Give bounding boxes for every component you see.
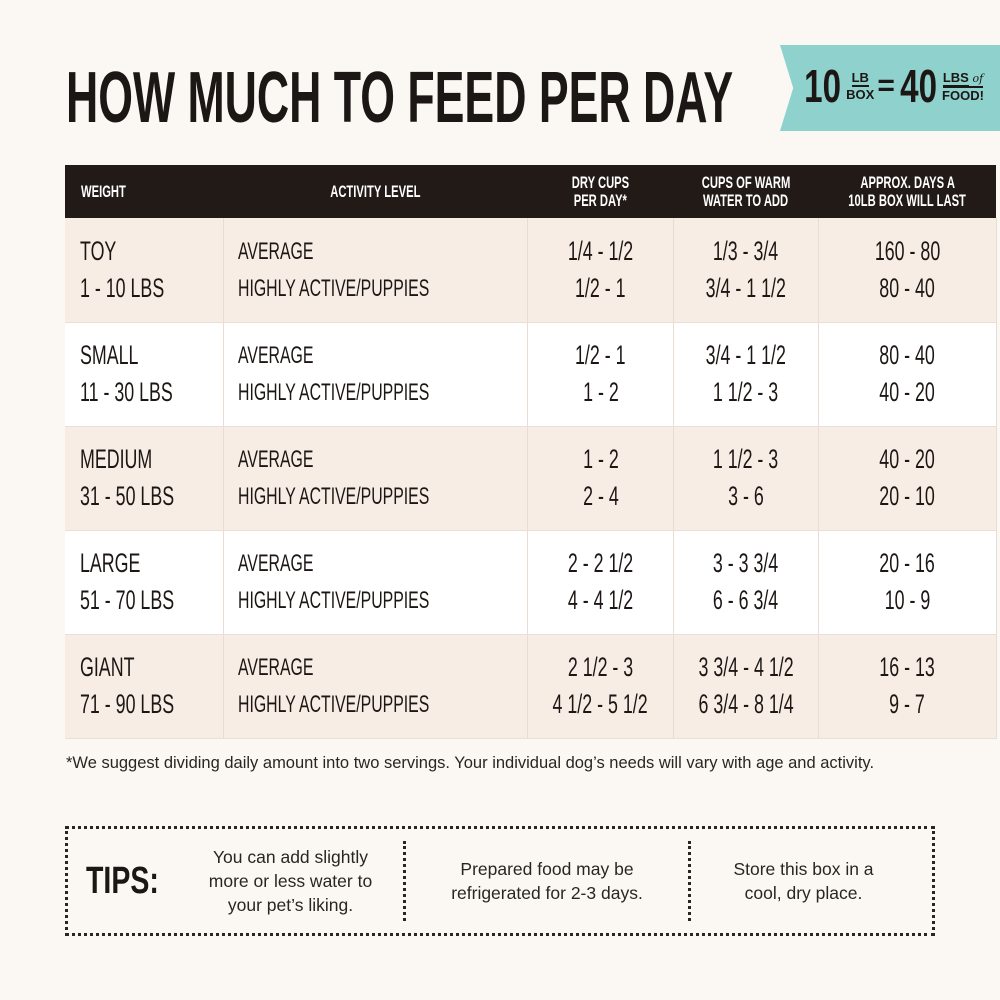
days-cell: 40 - 20 20 - 10 (818, 426, 997, 531)
weight-cell: TOY 1 - 10 LBS (65, 218, 224, 323)
days-cell: 20 - 16 10 - 9 (818, 530, 997, 635)
footnote: *We suggest dividing daily amount into t… (66, 754, 875, 772)
tip-item: Prepared food may be refrigerated for 2-… (451, 859, 643, 903)
tips-label: TIPS: (86, 859, 159, 902)
days-cell: 160 - 80 80 - 40 (818, 218, 997, 323)
page-title: HOW MUCH TO FEED PER DAY (66, 58, 734, 138)
activity-cell: AVERAGE HIGHLY ACTIVE/PUPPIES (223, 322, 529, 427)
column-header: WEIGHT (65, 165, 224, 218)
activity-cell: AVERAGE HIGHLY ACTIVE/PUPPIES (223, 530, 529, 635)
table-row: MEDIUM 31 - 50 LBS AVERAGE HIGHLY ACTIVE/PU… (65, 426, 997, 531)
water-cell: 1/3 - 3/4 3/4 - 1 1/2 (673, 218, 819, 323)
tips-box: TIPS: You can add slightly more or less … (65, 826, 935, 936)
dry-cups-cell: 1/4 - 1/2 1/2 - 1 (527, 218, 674, 323)
table-row: SMALL 11 - 30 LBS AVERAGE HIGHLY ACTIVE/PUP… (65, 322, 997, 427)
table-row: LARGE 51 - 70 LBS AVERAGE HIGHLY ACTIVE/PUP… (65, 530, 997, 635)
column-header: DRY CUPS PER DAY* (527, 165, 674, 218)
dry-cups-cell: 2 - 2 1/2 4 - 4 1/2 (527, 530, 674, 635)
water-cell: 3 - 3 3/4 6 - 6 3/4 (673, 530, 819, 635)
badge-right-unit: LBS of FOOD! (942, 69, 984, 103)
table-row: TOY 1 - 10 LBS AVERAGE HIGHLY ACTIVE/PUPPIE… (65, 218, 997, 323)
badge-left-unit: LB BOX (846, 70, 875, 102)
divider (403, 841, 406, 921)
activity-cell: AVERAGE HIGHLY ACTIVE/PUPPIES (223, 634, 529, 739)
table-row: GIANT 71 - 90 LBS AVERAGE HIGHLY ACTIVE/PUP… (65, 634, 997, 739)
activity-cell: AVERAGE HIGHLY ACTIVE/PUPPIES (223, 218, 529, 323)
activity-cell: AVERAGE HIGHLY ACTIVE/PUPPIES (223, 426, 529, 531)
divider (688, 841, 691, 921)
badge-left-number: 10 (804, 60, 842, 112)
water-cell: 3 3/4 - 4 1/2 6 3/4 - 8 1/4 (673, 634, 819, 739)
badge-right-number: 40 (900, 60, 937, 112)
weight-cell: MEDIUM 31 - 50 LBS (65, 426, 224, 531)
water-cell: 3/4 - 1 1/2 1 1/2 - 3 (673, 322, 819, 427)
column-header: APPROX. DAYS A 10LB BOX WILL LAST (818, 165, 997, 218)
weight-cell: LARGE 51 - 70 LBS (65, 530, 224, 635)
weight-cell: SMALL 11 - 30 LBS (65, 322, 224, 427)
column-header: ACTIVITY LEVEL (223, 165, 528, 218)
table-header: WEIGHT ACTIVITY LEVEL DRY CUPS PER DAY* CUPS… (65, 165, 997, 218)
days-cell: 16 - 13 9 - 7 (818, 634, 997, 739)
column-header: CUPS OF WARM WATER TO ADD (673, 165, 819, 218)
weight-cell: GIANT 71 - 90 LBS (65, 634, 224, 739)
tip-item: You can add slightly more or less water … (208, 847, 373, 915)
tip-item: Store this box in a cool, dry place. (733, 859, 874, 903)
days-cell: 80 - 40 40 - 20 (818, 322, 997, 427)
box-yield-badge: 10 LB BOX = 40 LBS of FOOD! (780, 45, 1000, 131)
badge-equals: = (877, 69, 895, 102)
feeding-table: WEIGHT ACTIVITY LEVEL DRY CUPS PER DAY* CUPS… (65, 165, 997, 739)
